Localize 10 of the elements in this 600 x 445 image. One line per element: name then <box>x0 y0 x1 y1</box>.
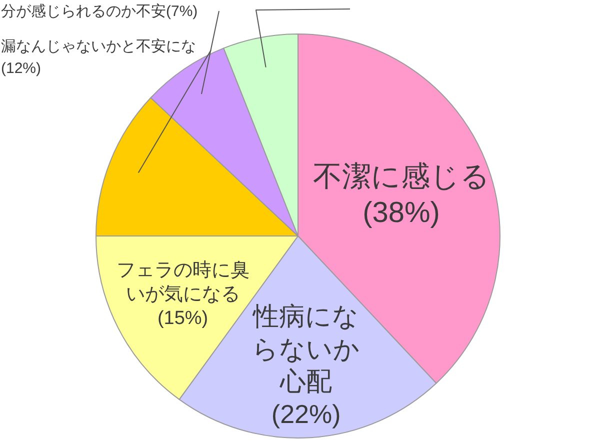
data-label: (22%) <box>270 398 342 430</box>
slice-label: 分が感じられるのか不安 <box>1 3 166 20</box>
slice-label: 不潔に感じる <box>312 160 491 195</box>
slice-label: 漏なんじゃないかと不安にな <box>1 37 197 57</box>
data-label: (38%) <box>362 196 441 231</box>
slice-label: 性病にならないか心配 <box>252 300 361 398</box>
slice-label: フェラの時に臭いが気になる <box>115 259 250 307</box>
data-label: (12%) <box>1 58 42 79</box>
data-label: (7%) <box>166 3 198 20</box>
data-label: (15%) <box>156 306 210 330</box>
